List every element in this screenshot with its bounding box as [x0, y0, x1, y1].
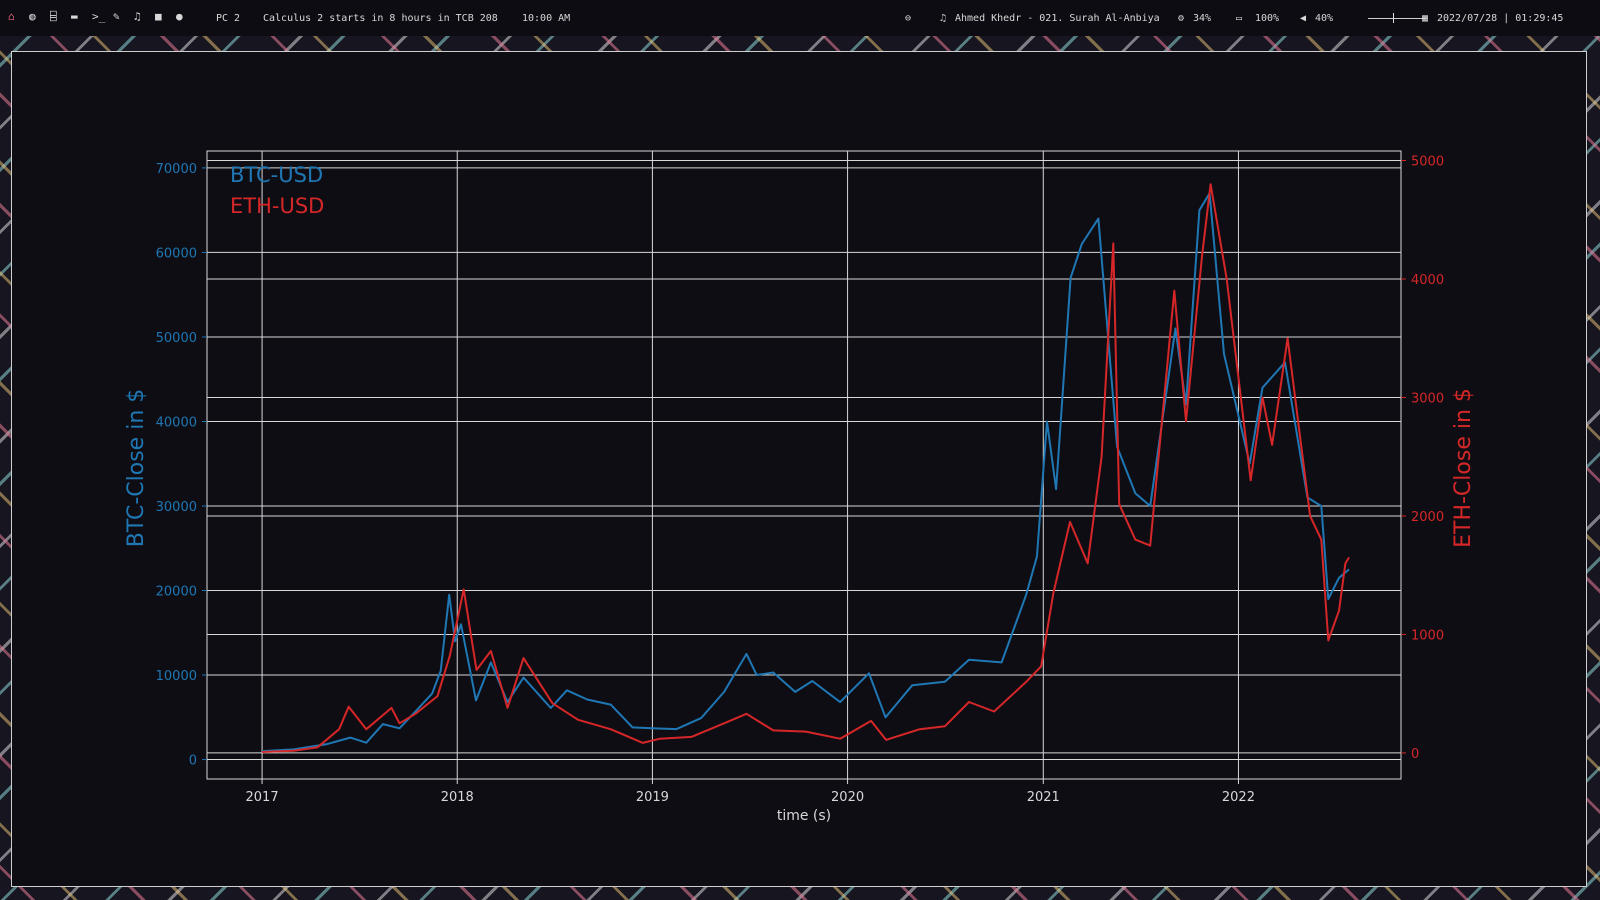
- x-tick-label: 2022: [1222, 790, 1255, 805]
- y-left-tick-label: 60000: [156, 246, 197, 261]
- y-right-tick-label: 4000: [1411, 273, 1444, 288]
- y-right-tick-label: 1000: [1411, 628, 1444, 643]
- edit-icon[interactable]: ✎: [113, 10, 120, 23]
- calendar-event: Calculus 2 starts in 8 hours in TCB 208: [263, 13, 498, 24]
- x-tick-label: 2021: [1027, 790, 1060, 805]
- music-icon[interactable]: ♫: [134, 10, 141, 23]
- x-tick-label: 2019: [636, 790, 669, 805]
- y-left-tick-label: 30000: [156, 500, 197, 515]
- x-tick-label: 2018: [441, 790, 474, 805]
- legend-entry: ETH-USD: [230, 194, 324, 218]
- chat-icon[interactable]: ●: [176, 10, 183, 23]
- y-right-tick-label: 5000: [1411, 154, 1444, 169]
- y-left-tick-label: 40000: [156, 415, 197, 430]
- bank-icon[interactable]: ⌸: [50, 10, 57, 23]
- y-right-tick-label: 3000: [1411, 391, 1444, 406]
- globe-icon[interactable]: ◍: [29, 10, 36, 23]
- cpu-usage: 34%: [1193, 13, 1212, 24]
- video-icon[interactable]: ■: [155, 10, 162, 23]
- top-status-bar: ⌂ ◍ ⌸ ▬ >_ ✎ ♫ ■ ● PC 2 Calculus 2 starts in 8 h…: [0, 0, 1600, 36]
- y-axis-label-left: BTC-Close in $: [124, 389, 149, 548]
- x-tick-label: 2017: [246, 790, 279, 805]
- eth-series-line: [262, 183, 1350, 753]
- legend: BTC-USD ETH-USD: [230, 163, 324, 218]
- y-left-tick-label: 10000: [156, 669, 197, 684]
- folder-icon[interactable]: ▬: [71, 10, 78, 23]
- battery-level: 100%: [1255, 13, 1280, 24]
- toggle-icon[interactable]: ⊖: [905, 13, 912, 24]
- cpu-icon: ⚙: [1178, 13, 1185, 24]
- volume-level: 40%: [1315, 13, 1334, 24]
- date-time: 2022/07/28 | 01:29:45: [1437, 13, 1564, 24]
- calendar-icon: ▦: [1422, 13, 1429, 24]
- volume-slider[interactable]: [1368, 18, 1426, 19]
- battery-icon: ▭: [1236, 13, 1243, 24]
- y-left-tick-label: 0: [189, 754, 197, 769]
- plot-window: 2017 2018 2019 2020 2021 2022 0 10000 20000 30000…: [11, 51, 1587, 887]
- terminal-icon[interactable]: >_: [92, 10, 106, 23]
- workspace-label[interactable]: PC 2: [216, 13, 241, 24]
- grid: [207, 151, 1401, 779]
- y-left-tick-label: 20000: [156, 585, 197, 600]
- y-right-tick-label: 0: [1411, 747, 1419, 762]
- series-layer: [262, 183, 1350, 753]
- event-time: 10:00 AM: [522, 13, 571, 24]
- y-left-tick-label: 70000: [156, 162, 197, 177]
- music-note-icon: ♫: [940, 13, 947, 24]
- x-axis-label: time (s): [777, 808, 831, 824]
- chart: 2017 2018 2019 2020 2021 20220100002000030000…: [124, 150, 1476, 824]
- x-tick-label: 2020: [831, 790, 864, 805]
- volume-icon[interactable]: ◀: [1300, 13, 1307, 24]
- y-right-tick-label: 2000: [1411, 510, 1444, 525]
- btc-series-line: [262, 192, 1350, 753]
- media-title[interactable]: Ahmed Khedr - 021. Surah Al-Anbiya: [955, 13, 1160, 24]
- volume-slider-handle[interactable]: [1393, 13, 1394, 23]
- home-icon[interactable]: ⌂: [8, 10, 15, 23]
- plot-frame: [206, 150, 1402, 780]
- y-left-tick-label: 50000: [156, 331, 197, 346]
- y-axis-label-right: ETH-Close in $: [1451, 388, 1476, 548]
- legend-entry: BTC-USD: [230, 163, 323, 187]
- tick-layer: 2017 2018 2019 2020 2021 20220100002000030000…: [156, 154, 1444, 805]
